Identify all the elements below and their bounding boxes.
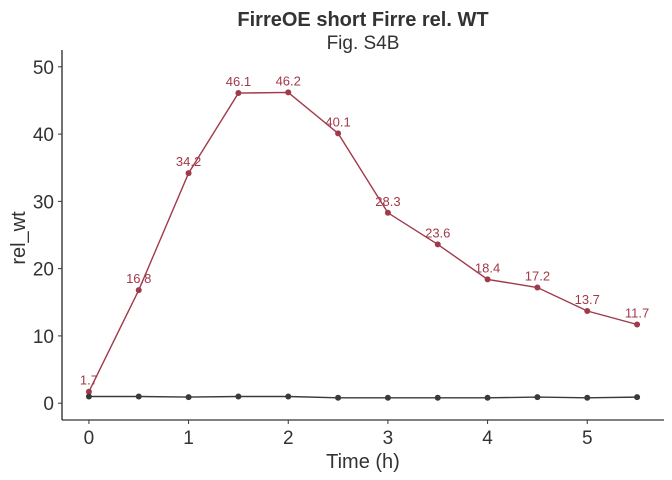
data-point: [135, 287, 142, 294]
data-point: [584, 308, 591, 315]
data-point: [434, 241, 441, 248]
plot-area: 1.7 16.8 34.2 46.1 46.2 40.1 28.3 23.6 18.4 17.2 1…: [80, 73, 649, 401]
data-point: [484, 394, 491, 401]
data-point: [534, 284, 541, 291]
y-tick-label: 30: [33, 192, 54, 213]
x-tick-label: 3: [383, 428, 394, 449]
x-tick-label: 4: [482, 428, 493, 449]
data-label: 18.4: [475, 260, 500, 275]
data-point: [434, 394, 441, 401]
data-point: [185, 394, 192, 401]
data-label: 28.3: [375, 194, 400, 209]
data-point: [135, 393, 142, 400]
data-label: 11.7: [625, 305, 649, 320]
data-label: 16.8: [126, 271, 151, 286]
data-point: [185, 170, 192, 177]
x-tick-label: 0: [84, 428, 95, 449]
data-point: [335, 394, 342, 401]
data-label: 40.1: [325, 114, 350, 129]
data-label: 1.7: [80, 373, 98, 388]
data-point: [484, 276, 491, 283]
data-label: 13.7: [575, 292, 600, 307]
data-label: 34.2: [176, 154, 201, 169]
series-line: [88, 395, 638, 399]
data-point: [85, 393, 92, 400]
chart-subtitle: Fig. S4B: [327, 33, 400, 54]
series-line: [88, 91, 638, 393]
y-tick-label: 10: [33, 327, 54, 348]
data-point: [85, 388, 92, 395]
data-point: [335, 130, 342, 137]
data-point: [634, 321, 641, 328]
data-point: [285, 393, 292, 400]
x-tick-label: 5: [582, 428, 593, 449]
x-tick-label: 2: [283, 428, 294, 449]
data-point: [384, 209, 391, 216]
data-label: 46.2: [276, 73, 301, 88]
y-tick-label: 50: [33, 58, 54, 79]
data-point: [235, 393, 242, 400]
data-point: [384, 394, 391, 401]
data-point: [235, 90, 242, 97]
y-tick-label: 0: [43, 394, 54, 415]
x-tick-label: 1: [183, 428, 194, 449]
data-label: 23.6: [425, 225, 450, 240]
data-point: [534, 394, 541, 401]
x-axis-title: Time (h): [326, 451, 400, 473]
data-label: 46.1: [226, 74, 251, 89]
data-point: [584, 394, 591, 401]
chart-title: FirreOE short Firre rel. WT: [237, 9, 488, 31]
data-label: 17.2: [525, 268, 550, 283]
data-point: [634, 394, 641, 401]
y-tick-label: 40: [33, 125, 54, 146]
y-axis-title: rel_wt: [8, 211, 30, 265]
y-tick-label: 20: [33, 260, 54, 281]
data-point: [285, 89, 292, 96]
